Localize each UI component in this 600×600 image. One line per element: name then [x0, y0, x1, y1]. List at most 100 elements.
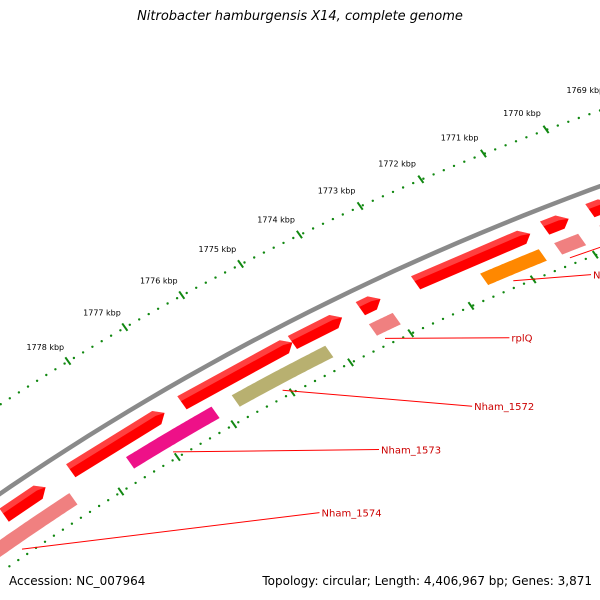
tick-dot [412, 181, 415, 185]
tick-dot [311, 227, 315, 230]
backbone-circle [0, 183, 600, 497]
tick-dot [482, 299, 485, 303]
cds-highlight [411, 230, 531, 282]
tick-dot [72, 356, 76, 360]
leader-line [173, 449, 380, 453]
major-tick [356, 201, 364, 211]
tick-dot [152, 470, 156, 473]
tick-dot [584, 257, 587, 261]
tick-dot [185, 291, 188, 295]
cds-highlight [0, 485, 46, 514]
tick-label: 1775 kbp [199, 245, 237, 254]
tick-dot [442, 169, 445, 172]
accession-text: Accession: NC_007964 [9, 574, 146, 588]
tick-dot [421, 326, 425, 330]
inner-major-tick [347, 358, 354, 367]
cds-feature [411, 230, 531, 290]
tick-dot [100, 340, 103, 343]
inner-major-tick [407, 328, 415, 338]
tick-dot [116, 493, 119, 496]
major-tick [296, 230, 303, 239]
tick-dot [577, 116, 580, 120]
tick-dot [156, 307, 160, 310]
tick-dot [208, 437, 212, 440]
tick-dot [97, 504, 101, 508]
tick-dot [452, 164, 456, 168]
major-tick [480, 149, 487, 158]
gene-label-rplq: rplQ [511, 334, 532, 345]
tick-label: 1776 kbp [140, 276, 178, 285]
inner-major-tick [173, 452, 181, 462]
tick-dot [171, 459, 174, 462]
tick-dot [125, 487, 128, 490]
tick-dot [262, 251, 266, 254]
tick-dot [321, 222, 325, 225]
tick-dot [341, 213, 344, 216]
tick-dot [494, 148, 497, 151]
tick-dot [204, 281, 207, 284]
inner-major-tick [467, 301, 475, 311]
tick-dot [109, 334, 113, 337]
tick-dot [35, 379, 39, 382]
tick-dot [52, 534, 56, 537]
gene-bar-nham_1574 [0, 493, 78, 558]
outer-tick-ring [0, 109, 600, 406]
gene-bar-rplq [368, 312, 401, 336]
gene-label-nham_1574: Nham_1574 [322, 509, 382, 520]
tick-dot [381, 195, 385, 198]
tick-dot [461, 308, 465, 312]
tick-dot [331, 217, 335, 221]
tick-dot [54, 368, 57, 371]
tick-dot [8, 565, 11, 568]
cds-arrow-body [177, 340, 293, 410]
tick-dot [275, 400, 278, 403]
tick-dot [441, 317, 445, 321]
cds-arrow-body [585, 199, 600, 218]
cds-feature [355, 296, 381, 316]
map-title: Nitrobacter hamburgensis X14, complete g… [137, 9, 463, 24]
major-tick [64, 356, 72, 366]
tick-label: 1769 kbp [566, 86, 600, 95]
tick-dot [180, 453, 184, 456]
inner-major-tick [591, 250, 599, 259]
tick-dot [237, 421, 240, 424]
tick-dot [223, 271, 227, 274]
leader-line [282, 389, 473, 407]
inner-major-tick [230, 420, 238, 429]
inner-major-tick [288, 388, 296, 397]
tick-dot [265, 405, 269, 408]
tick-dot [233, 266, 236, 269]
tick-dot [351, 208, 354, 212]
tick-dot [522, 282, 526, 285]
tick-label: 1774 kbp [257, 215, 295, 224]
tick-dot [372, 350, 375, 353]
tick-dot [26, 552, 29, 556]
gene-label-nham_1569: Nham_1569 [593, 271, 600, 282]
cds-feature [287, 315, 343, 349]
tick-dot [502, 291, 505, 294]
tick-dot [391, 190, 395, 194]
cds-highlight [287, 315, 343, 341]
tick-dot [243, 261, 246, 264]
tick-dot [284, 395, 288, 398]
tick-dot [361, 204, 364, 207]
tick-dot [147, 312, 150, 316]
cds-arrow-body [66, 411, 165, 478]
cds-arrow-body [287, 315, 343, 349]
tick-dot [371, 199, 374, 202]
tick-dot [553, 269, 556, 273]
major-tick [178, 290, 186, 300]
tick-dot [195, 286, 198, 289]
leader-line [21, 512, 320, 550]
tick-dot [304, 384, 307, 388]
cds-feature [0, 485, 46, 522]
gene-bar-nham_1573 [126, 406, 220, 469]
tick-label: 1777 kbp [83, 309, 121, 318]
tick-dot [333, 369, 336, 373]
cds-arrow-body [0, 485, 46, 522]
tick-dot [492, 295, 495, 298]
tick-dot [451, 313, 455, 316]
tick-dot [214, 276, 217, 279]
tick-label: 1771 kbp [441, 134, 479, 143]
